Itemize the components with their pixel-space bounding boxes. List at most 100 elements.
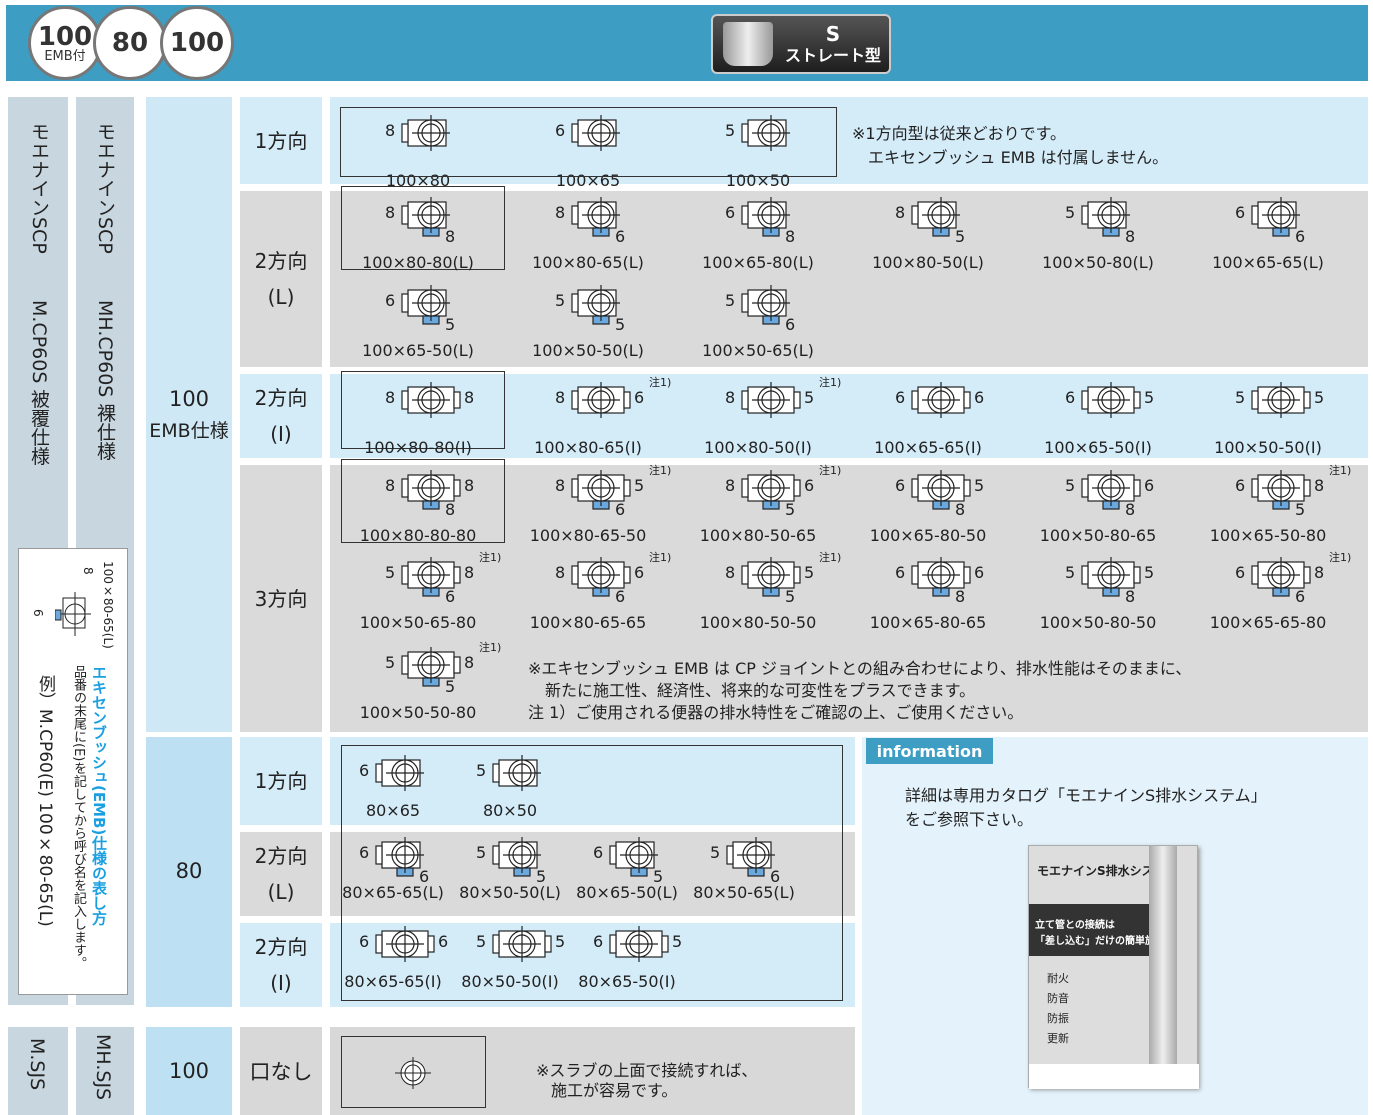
fitting-icon	[741, 382, 801, 418]
badge-num: 100	[169, 28, 225, 58]
note-mark: 注1)	[649, 551, 672, 564]
catalog-headline: 立て管との接続は	[1035, 920, 1115, 931]
series-code: M.CP60S 被覆仕様	[28, 300, 50, 466]
example-sample: 例）M.CP60(E) 100×80-65(L)	[35, 675, 55, 927]
example-icon	[55, 592, 91, 636]
type-badge: S ストレート型	[711, 14, 891, 74]
size-num: 5	[476, 932, 487, 951]
size-label: 100	[168, 386, 210, 411]
fitting-icon	[401, 470, 461, 510]
fitting-icon	[571, 470, 631, 510]
series-code: MH.CP60S 裸仕様	[94, 300, 116, 461]
size-num: 5	[536, 867, 547, 886]
item-caption: 100×80-65-50	[529, 526, 647, 545]
fitting-icon	[741, 470, 801, 510]
direction-label: 3方向	[254, 586, 308, 611]
item-caption: 80×65-50(I)	[578, 972, 676, 991]
size-num: 8	[385, 121, 396, 140]
badge-sub: EMB付	[44, 48, 86, 64]
size-num: 5	[555, 932, 566, 951]
item-caption: 80×65-65(I)	[344, 972, 442, 991]
size-num: 5	[785, 587, 796, 606]
item-caption: 100×80-50-50	[699, 613, 817, 632]
item-caption: 80×65	[365, 801, 421, 820]
badge-num: 100	[37, 21, 93, 52]
size-num: 8	[555, 388, 566, 407]
content-bg	[330, 465, 1368, 732]
item-caption: 100×50-50(L)	[532, 341, 644, 360]
item-caption: 100×50-80-65	[1039, 526, 1157, 545]
direction-label: 1方向	[254, 128, 308, 153]
example-num: 6	[31, 609, 45, 617]
series-name: モエナインSCP	[28, 122, 50, 254]
size-num: 8	[1314, 476, 1325, 495]
size-label: 100	[146, 1027, 232, 1115]
size-num: 5	[725, 121, 736, 140]
size-num: 8	[385, 476, 396, 495]
content-bg	[330, 374, 1368, 458]
size-num: 5	[385, 653, 396, 672]
note: 新たに施工性、経済性、将来的な可変性をプラスできます。	[545, 681, 976, 700]
size-num: 5	[476, 761, 487, 780]
item-caption: 100×80-50-65	[699, 526, 817, 545]
example-caption: 100×80-65(L)	[101, 561, 115, 649]
size-num: 5	[1144, 388, 1155, 407]
item-caption: 100×50-65-80	[359, 613, 477, 632]
fitting-icon	[1081, 470, 1141, 510]
size-num: 5	[555, 291, 566, 310]
size-num: 5	[672, 932, 683, 951]
fitting-icon	[571, 382, 631, 418]
size-num: 6	[1065, 388, 1076, 407]
size-num: 6	[895, 388, 906, 407]
size-num: 6	[974, 563, 985, 582]
item-caption: 80×65-65(L)	[342, 883, 444, 902]
size-num: 8	[555, 203, 566, 222]
size-num: 8	[955, 500, 966, 519]
size-num: 5	[634, 476, 645, 495]
size-num: 5	[445, 677, 456, 696]
size-num: 6	[445, 587, 456, 606]
type-letter: S	[825, 22, 841, 47]
size-num: 5	[653, 867, 664, 886]
content-bg	[330, 191, 1368, 367]
fitting-icon	[395, 1057, 431, 1089]
direction-cell: 1方向	[240, 97, 322, 184]
series-name: モエナインSCP	[94, 122, 116, 254]
note: ※スラブの上面で接続すれば、	[536, 1061, 758, 1080]
item-caption: 100×80-65(I)	[534, 438, 642, 457]
size-num: 5	[785, 500, 796, 519]
fitting-icon	[1251, 382, 1311, 418]
size-num: 8	[1125, 587, 1136, 606]
note-mark: 注1)	[819, 464, 842, 477]
note: エキセンブッシュ EMB は付属しません。	[868, 148, 1169, 167]
size-num: 6	[419, 867, 430, 886]
size-num: 5	[476, 843, 487, 862]
size-num: 8	[955, 587, 966, 606]
item-caption: 80×65-50(L)	[576, 883, 678, 902]
fitting-icon	[571, 557, 631, 597]
catalog-feature: 耐火	[1047, 972, 1069, 985]
item-caption: 100×50-50-80	[359, 703, 477, 722]
item-group-box	[341, 745, 843, 1001]
fitting-icon	[1251, 197, 1300, 237]
fitting-icon	[911, 470, 971, 510]
note-mark: 注1)	[819, 376, 842, 389]
note: 注 1）ご使用される便器の排水特性をご確認の上、ご使用ください。	[528, 703, 1024, 722]
size-num: 5	[804, 563, 815, 582]
fitting-icon	[911, 557, 971, 597]
size-num: 8	[464, 563, 475, 582]
direction-label: (L)	[267, 285, 295, 309]
item-caption: 100×50-80-50	[1039, 613, 1157, 632]
size-num: 5	[1065, 203, 1076, 222]
catalog-headline: 「差し込む」だけの簡単施工!	[1035, 936, 1170, 947]
size-cell: 100 EMB仕様	[146, 97, 232, 732]
item-caption: 80×50	[482, 801, 538, 820]
fitting-icon	[609, 837, 658, 877]
item-caption: 100×80-80(I)	[364, 438, 472, 457]
fitting-icon	[401, 557, 461, 597]
fitting-icon	[1081, 197, 1130, 237]
item-box	[341, 459, 505, 543]
fitting-icon	[911, 382, 971, 418]
series-code: MH.SJS	[92, 1034, 114, 1101]
